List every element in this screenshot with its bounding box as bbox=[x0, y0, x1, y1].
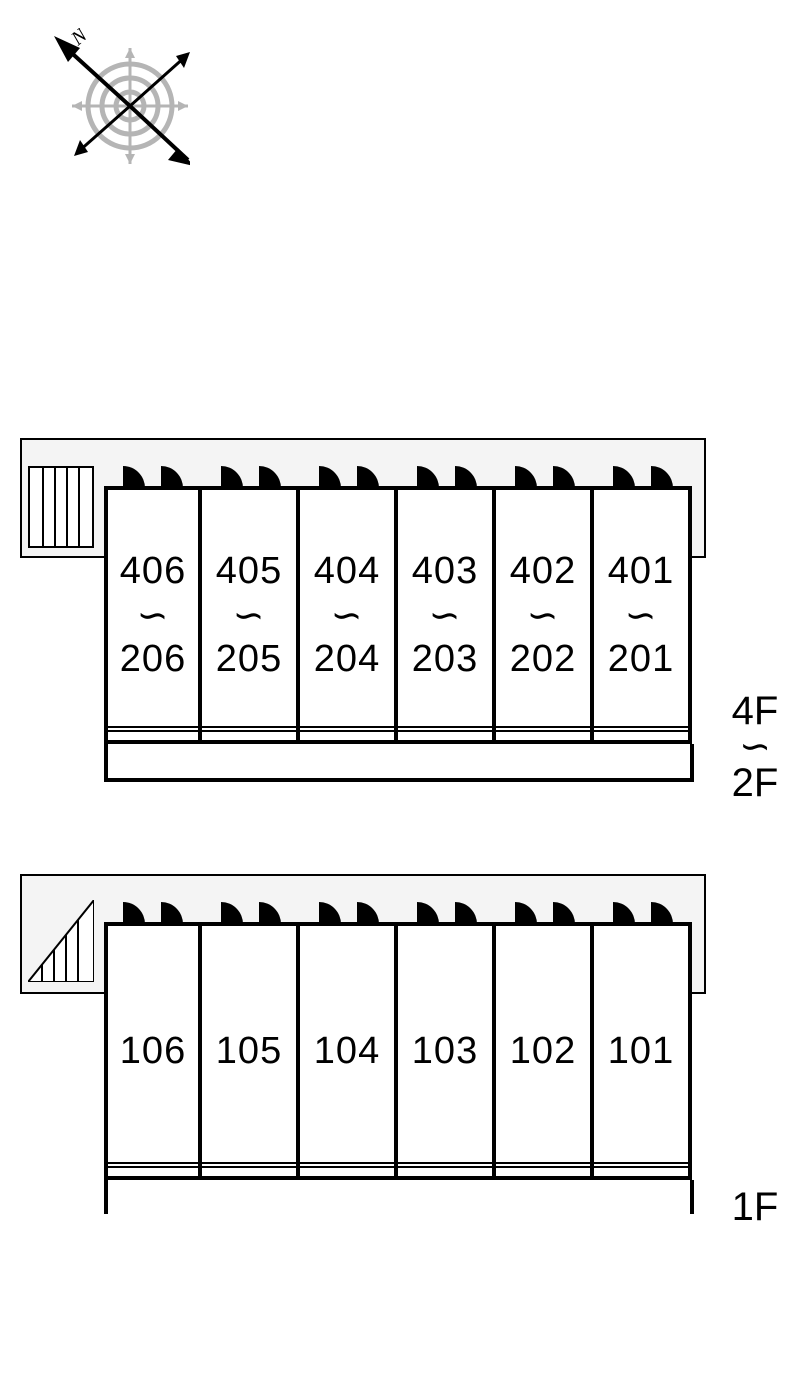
unit: 405 ∽ 205 bbox=[202, 486, 300, 744]
compass-icon: N bbox=[40, 28, 190, 178]
floor-label-bot: 2F bbox=[732, 761, 779, 805]
unit-num-top: 404 bbox=[314, 550, 380, 593]
unit: 401 ∽ 201 bbox=[594, 486, 692, 744]
unit: 101 bbox=[594, 922, 692, 1180]
tilde-icon: ∽ bbox=[331, 593, 364, 638]
unit: 102 bbox=[496, 922, 594, 1180]
tilde-icon: ∽ bbox=[233, 593, 266, 638]
tilde-icon: ∽ bbox=[625, 593, 658, 638]
unit-num: 104 bbox=[314, 1030, 380, 1073]
walkway-tick bbox=[690, 1180, 694, 1214]
unit: 404 ∽ 204 bbox=[300, 486, 398, 744]
floor-label: 1F bbox=[732, 1185, 779, 1229]
unit-num-top: 402 bbox=[510, 550, 576, 593]
unit-num: 102 bbox=[510, 1030, 576, 1073]
unit: 402 ∽ 202 bbox=[496, 486, 594, 744]
upper-floor-label: 4F ∽ 2F bbox=[720, 690, 790, 804]
unit-num-top: 406 bbox=[120, 550, 186, 593]
tilde-icon: ∽ bbox=[137, 593, 170, 638]
ground-doors bbox=[104, 896, 692, 924]
tilde-icon: ∽ bbox=[720, 732, 790, 762]
unit: 406 ∽ 206 bbox=[104, 486, 202, 744]
walkway-tick bbox=[104, 744, 108, 782]
unit-num-top: 405 bbox=[216, 550, 282, 593]
upper-units: 406 ∽ 206 405 ∽ 205 404 ∽ 204 403 ∽ 203 … bbox=[104, 486, 692, 744]
unit: 104 bbox=[300, 922, 398, 1180]
unit-num-bot: 204 bbox=[314, 638, 380, 681]
upper-doors bbox=[104, 460, 692, 488]
unit-num-top: 401 bbox=[608, 550, 674, 593]
upper-stairs-icon bbox=[28, 466, 94, 548]
unit: 403 ∽ 203 bbox=[398, 486, 496, 744]
unit-num-bot: 206 bbox=[120, 638, 186, 681]
unit-num: 101 bbox=[608, 1030, 674, 1073]
ground-floor-label: 1F bbox=[720, 1186, 790, 1228]
walkway-tick bbox=[104, 1180, 108, 1214]
tilde-icon: ∽ bbox=[527, 593, 560, 638]
floor-plan-page: N bbox=[0, 0, 800, 1373]
unit-num: 106 bbox=[120, 1030, 186, 1073]
tilde-icon: ∽ bbox=[429, 593, 462, 638]
unit-num: 105 bbox=[216, 1030, 282, 1073]
unit-num: 103 bbox=[412, 1030, 478, 1073]
unit-num-bot: 203 bbox=[412, 638, 478, 681]
unit-num-bot: 202 bbox=[510, 638, 576, 681]
unit-num-top: 403 bbox=[412, 550, 478, 593]
unit: 103 bbox=[398, 922, 496, 1180]
unit: 105 bbox=[202, 922, 300, 1180]
ground-units: 106 105 104 103 102 101 bbox=[104, 922, 692, 1180]
ground-stairs-icon bbox=[28, 900, 94, 982]
upper-walkway bbox=[104, 778, 694, 782]
unit: 106 bbox=[104, 922, 202, 1180]
unit-num-bot: 201 bbox=[608, 638, 674, 681]
walkway-tick bbox=[690, 744, 694, 782]
unit-num-bot: 205 bbox=[216, 638, 282, 681]
